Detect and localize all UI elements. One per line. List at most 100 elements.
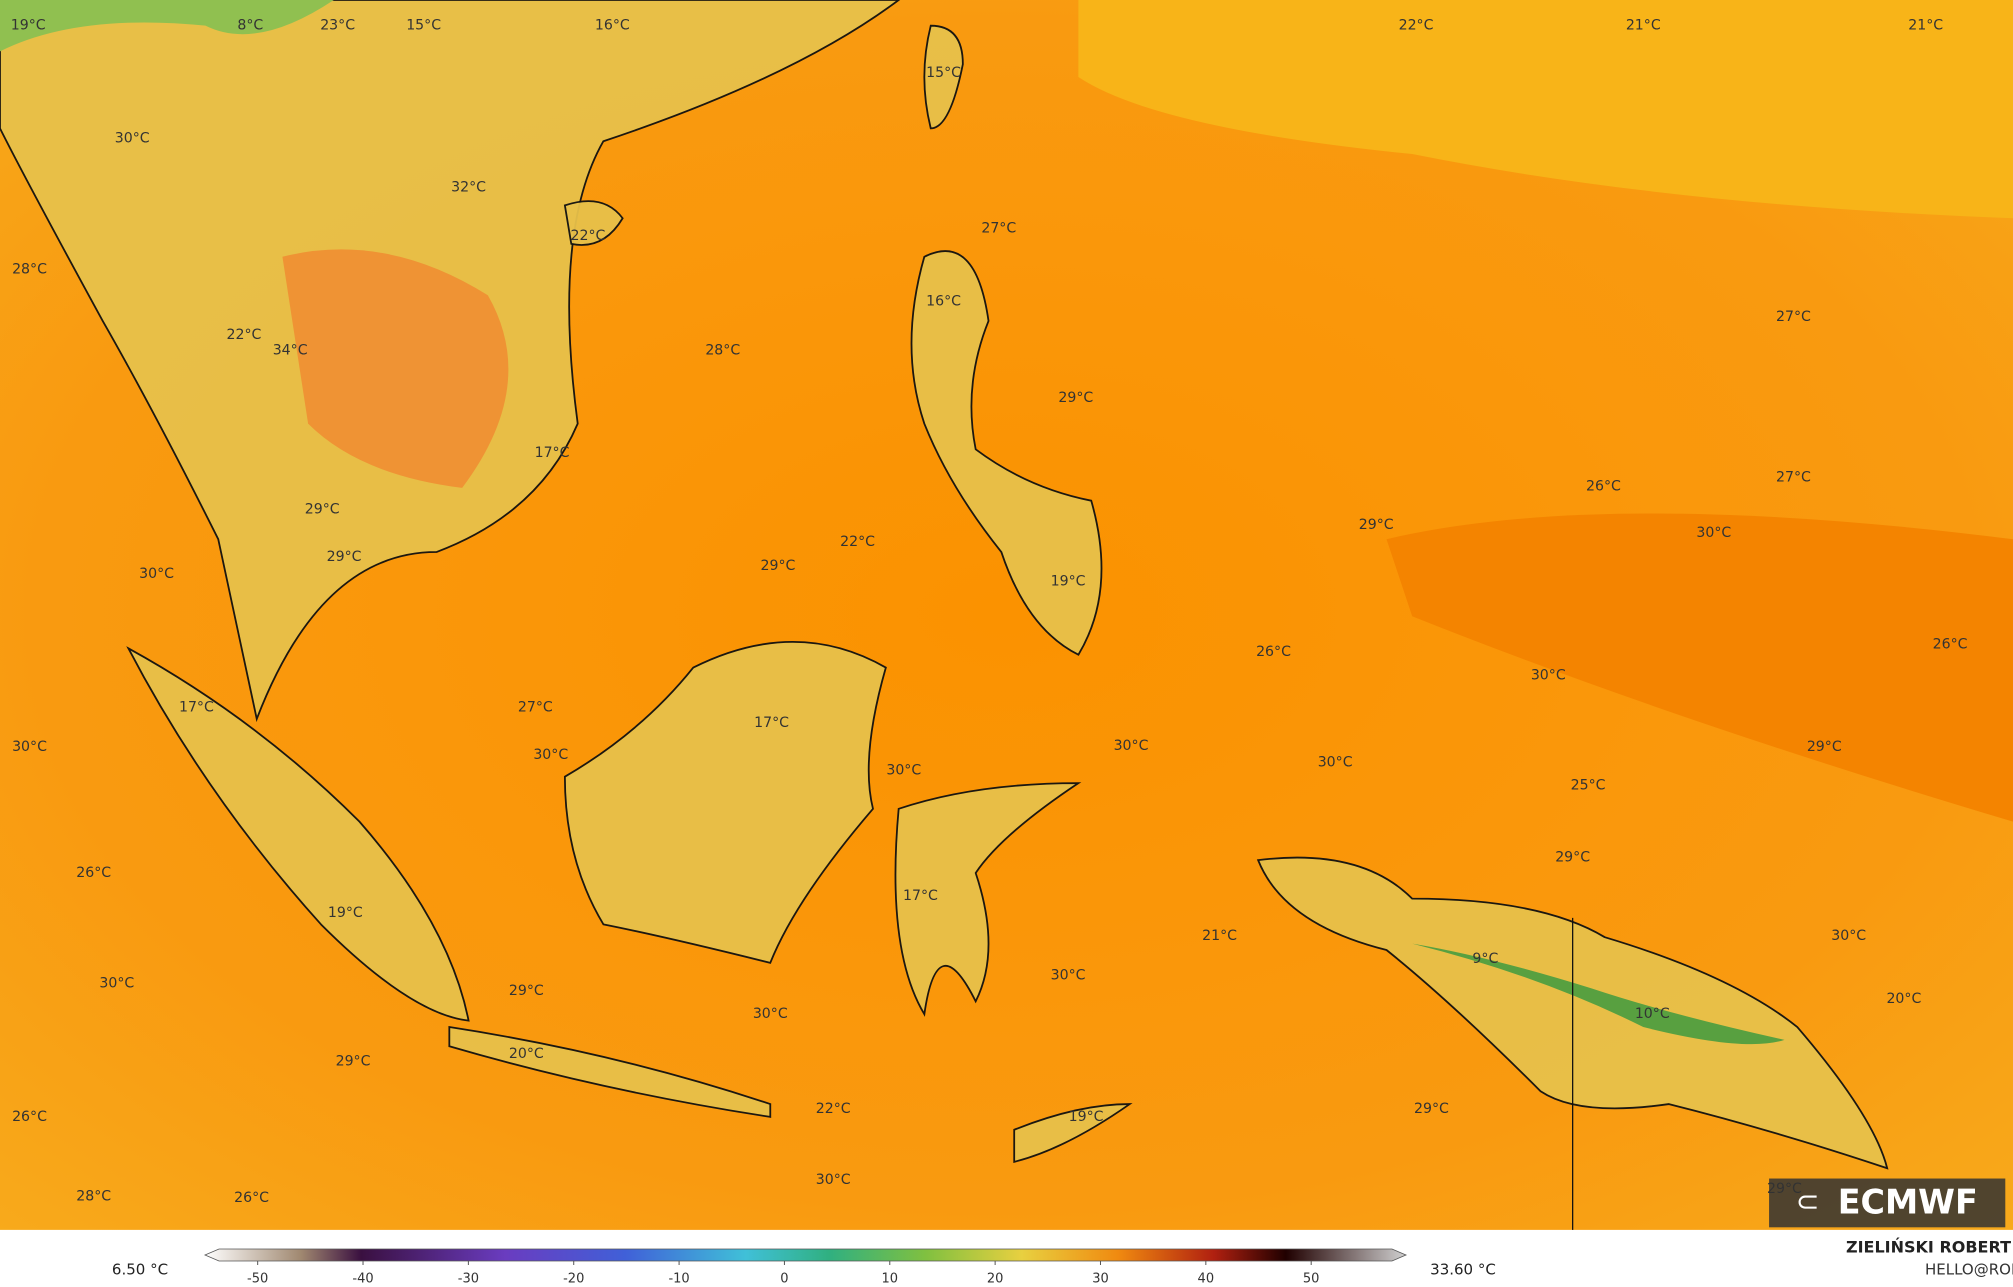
temperature-label: 30°C	[816, 1172, 851, 1188]
temperature-label: 30°C	[115, 131, 150, 147]
temperature-label: 26°C	[234, 1190, 269, 1206]
colorbar-tick-label: -40	[352, 1272, 373, 1287]
temperature-label: 26°C	[1933, 636, 1968, 652]
temperature-label: 17°C	[179, 699, 214, 715]
colorbar-tick-label: 10	[882, 1272, 899, 1287]
temperature-label: 29°C	[761, 558, 796, 574]
temperature-label: 29°C	[509, 983, 544, 999]
temperature-label: 30°C	[1318, 755, 1353, 771]
temperature-label: 10°C	[1635, 1006, 1670, 1022]
map: 19°C 8°C 23°C 15°C 16°C 22°C 21°C 21°C 15°C 30°C 3…	[0, 0, 2013, 1230]
colorbar-tick-label: 50	[1303, 1272, 1320, 1287]
temperature-label: 29°C	[1555, 850, 1590, 866]
temperature-label: 25°C	[1571, 778, 1606, 794]
credit-name: ZIELIŃSKI ROBERT	[1846, 1238, 2011, 1257]
temperature-label: 29°C	[1414, 1101, 1449, 1117]
temperature-label: 27°C	[1776, 470, 1811, 486]
temperature-label: 34°C	[273, 342, 308, 358]
temperature-label: 20°C	[509, 1046, 544, 1062]
temperature-label: 28°C	[12, 262, 47, 278]
temperature-label: 30°C	[1114, 738, 1149, 754]
logo-box	[1769, 1178, 2006, 1228]
temperature-label: 20°C	[1886, 991, 1921, 1007]
temperature-label: 27°C	[1776, 309, 1811, 325]
temperature-label: 19°C	[328, 905, 363, 921]
temperature-label: 8°C	[237, 18, 263, 34]
temperature-label: 30°C	[139, 566, 174, 582]
cool-sea	[1078, 0, 2013, 219]
sulawesi	[894, 782, 1082, 1017]
temperature-label: 17°C	[903, 888, 938, 904]
temperature-label: 15°C	[926, 65, 961, 81]
temperature-label: 26°C	[1256, 644, 1291, 660]
hot-plain	[282, 249, 509, 488]
highland	[1412, 943, 1785, 1045]
colorbar-tick-label: -20	[563, 1272, 584, 1287]
temperature-label: 30°C	[1696, 525, 1731, 541]
temperature-label: 21°C	[1908, 18, 1943, 34]
colorbar-tick-label: 30	[1092, 1272, 1109, 1287]
temperature-label: 17°C	[754, 715, 789, 731]
colorbar-tick-label: -10	[668, 1272, 689, 1287]
colorbar-min-label: 6.50 °C	[112, 1261, 168, 1279]
temperature-label: 30°C	[886, 762, 921, 778]
colorbar-tick-label: 40	[1198, 1272, 1215, 1287]
colorbar-tick-label: -30	[458, 1272, 479, 1287]
temperature-label: 29°C	[1807, 739, 1842, 755]
temperature-label: 16°C	[595, 18, 630, 34]
logo: ECMWF	[1838, 1183, 1978, 1222]
temperature-label: 28°C	[705, 342, 740, 358]
warm-sea	[1386, 513, 2013, 822]
temperature-label: 22°C	[571, 228, 606, 244]
temperature-label: 19°C	[11, 18, 46, 34]
hainan	[563, 200, 624, 246]
temperature-label: 30°C	[12, 739, 47, 755]
temperature-label: 30°C	[1531, 667, 1566, 683]
temperature-label: 22°C	[816, 1101, 851, 1117]
temperature-label: 26°C	[1586, 479, 1621, 495]
temperature-label: 32°C	[451, 179, 486, 195]
colorbar-bar	[203, 1248, 1408, 1262]
temperature-label: 26°C	[76, 865, 111, 881]
temperature-label: 19°C	[1051, 574, 1086, 590]
temperature-label: 9°C	[1472, 951, 1498, 967]
sumatra	[126, 646, 470, 1022]
temperature-label: 29°C	[305, 502, 340, 518]
colorbar-max-label: 33.60 °C	[1430, 1261, 1496, 1279]
temperature-label: 22°C	[1399, 18, 1434, 34]
temperature-label: 30°C	[533, 747, 568, 763]
taiwan	[923, 24, 964, 130]
temperature-labels: 19°C 8°C 23°C 15°C 16°C 22°C 21°C 21°C 15°C 30°C 3…	[11, 18, 1968, 1206]
temperature-label: 15°C	[406, 18, 441, 34]
temperature-label: 26°C	[12, 1109, 47, 1125]
colorbar-tick-label: -50	[247, 1272, 268, 1287]
temperature-label: 30°C	[1051, 968, 1086, 984]
temperature-label: 29°C	[327, 549, 362, 565]
temperature-label: 29°C	[1359, 517, 1394, 533]
temperature-label: 28°C	[76, 1189, 111, 1205]
temperature-label: 30°C	[753, 1006, 788, 1022]
logo-icon: ⊂	[1796, 1185, 1820, 1218]
temperature-label: 27°C	[518, 699, 553, 715]
temperature-label: 30°C	[99, 975, 134, 991]
temperature-label: 22°C	[840, 534, 875, 550]
timor	[1013, 1103, 1133, 1163]
temperature-label: 29°C	[1058, 390, 1093, 406]
credit-email: HELLO@ROBERTZ.CO	[1925, 1261, 2013, 1279]
temperature-label: 21°C	[1202, 928, 1237, 944]
colorbar-tick-label: 0	[780, 1272, 788, 1287]
colorbar-tick-label: 20	[987, 1272, 1004, 1287]
temperature-label: 17°C	[535, 445, 570, 461]
temperature-label: 16°C	[926, 294, 961, 310]
philippines	[910, 250, 1103, 656]
temperature-label: 22°C	[226, 327, 261, 343]
java	[448, 1025, 772, 1118]
temperature-label: 27°C	[981, 221, 1016, 237]
temperature-label: 19°C	[1069, 1109, 1104, 1125]
temperature-label: 29°C	[336, 1054, 371, 1070]
colorbar: -50 -40 -30 -20 -10 0 10 20 30 40 50	[203, 1248, 1408, 1287]
highland	[0, 0, 334, 52]
borneo	[563, 641, 887, 964]
